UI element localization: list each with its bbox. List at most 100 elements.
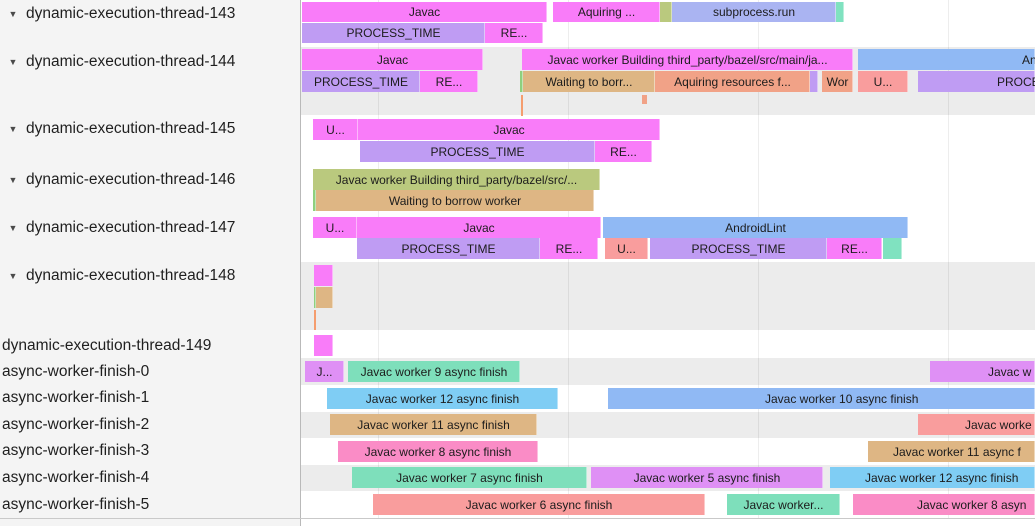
trace-slice[interactable]: PROCESS_TIME xyxy=(302,23,485,43)
slice-label: PROCESS_TIME xyxy=(313,74,409,89)
trace-slice[interactable] xyxy=(314,265,333,286)
trace-slice[interactable] xyxy=(883,238,902,259)
slice-label: Javac xyxy=(493,122,525,137)
track-row-dynamic-execution-thread-143[interactable]: ▼ dynamic-execution-thread-143 xyxy=(0,4,298,24)
slice-label: RE... xyxy=(435,74,463,89)
trace-slice[interactable]: Javac worker... xyxy=(727,494,840,515)
trace-slice[interactable]: Waiting to borrow worker xyxy=(316,190,594,211)
track-row-dynamic-execution-thread-145[interactable]: ▼ dynamic-execution-thread-145 xyxy=(0,119,298,139)
trace-slice[interactable]: Javac worker 12 async finish xyxy=(830,467,1035,488)
trace-slice[interactable]: subprocess.run xyxy=(672,2,836,22)
slice-label: subprocess.run xyxy=(712,5,796,19)
track-name-label: dynamic-execution-thread-146 xyxy=(26,171,236,188)
trace-slice[interactable] xyxy=(836,2,844,22)
trace-slice[interactable] xyxy=(810,71,818,92)
trace-slice[interactable]: U... xyxy=(605,238,648,259)
trace-slice[interactable] xyxy=(316,287,333,308)
trace-slice[interactable]: U... xyxy=(858,71,908,92)
instant-event-marker[interactable] xyxy=(642,95,647,104)
slice-label: PROCESS_TIME xyxy=(691,241,786,256)
track-row-async-worker-finish-4[interactable]: async-worker-finish-4 xyxy=(0,468,298,488)
slice-label: Javac worker 6 async finish xyxy=(465,497,613,512)
slice-label: U... xyxy=(873,74,893,89)
slice-label: Javac worker 5 async finish xyxy=(633,470,781,485)
instant-event-marker[interactable] xyxy=(521,95,523,116)
trace-slice[interactable]: Javac worker 11 async f xyxy=(868,441,1035,462)
trace-slice[interactable] xyxy=(314,335,333,356)
track-name-label: dynamic-execution-thread-149 xyxy=(2,337,212,354)
trace-slice[interactable]: PROCESS_TIME xyxy=(302,71,420,92)
slice-label: PROCESS_TIME xyxy=(997,74,1035,89)
track-row-async-worker-finish-2[interactable]: async-worker-finish-2 xyxy=(0,415,298,435)
collapse-arrow-icon[interactable]: ▼ xyxy=(8,271,18,281)
slice-label: Javac xyxy=(408,5,441,19)
trace-slice[interactable]: Javac worker 8 asyn xyxy=(853,494,1035,515)
trace-slice[interactable]: U... xyxy=(313,217,357,238)
trace-slice[interactable]: Javac worke xyxy=(918,414,1035,435)
track-name-label: dynamic-execution-thread-144 xyxy=(26,53,236,70)
trace-slice[interactable]: PROCESS_TIME xyxy=(650,238,827,259)
trace-slice[interactable]: AndroidLint xyxy=(858,49,1035,70)
trace-slice[interactable] xyxy=(314,287,316,308)
track-row-dynamic-execution-thread-146[interactable]: ▼ dynamic-execution-thread-146 xyxy=(0,170,298,190)
track-row-async-worker-finish-5[interactable]: async-worker-finish-5 xyxy=(0,495,298,515)
track-row-async-worker-finish-3[interactable]: async-worker-finish-3 xyxy=(0,441,298,461)
trace-slice[interactable]: Waiting to borr... xyxy=(523,71,655,92)
trace-slice[interactable]: RE... xyxy=(827,238,882,259)
track-row-dynamic-execution-thread-148[interactable]: ▼ dynamic-execution-thread-148 xyxy=(0,266,298,286)
trace-slice[interactable]: RE... xyxy=(595,141,652,162)
slice-label: Aquiring ... xyxy=(577,5,636,19)
trace-slice[interactable]: Javac worker 11 async finish xyxy=(330,414,537,435)
trace-slice[interactable] xyxy=(660,2,672,22)
track-row-dynamic-execution-thread-149[interactable]: dynamic-execution-thread-149 xyxy=(0,336,298,356)
timeline-bottom-divider xyxy=(0,518,1035,519)
track-row-dynamic-execution-thread-144[interactable]: ▼ dynamic-execution-thread-144 xyxy=(0,52,298,72)
trace-slice[interactable]: Javac xyxy=(357,217,601,238)
trace-slice[interactable]: AndroidLint xyxy=(603,217,908,238)
trace-slice[interactable]: Javac xyxy=(358,119,660,140)
trace-slice[interactable]: Javac worker Building third_party/bazel/… xyxy=(313,169,600,190)
slice-label: AndroidLint xyxy=(1022,52,1035,67)
trace-slice[interactable]: RE... xyxy=(420,71,478,92)
track-row-async-worker-finish-0[interactable]: async-worker-finish-0 xyxy=(0,362,298,382)
track-name-label: dynamic-execution-thread-147 xyxy=(26,219,236,236)
track-name-label: async-worker-finish-0 xyxy=(2,363,150,380)
instant-event-marker[interactable] xyxy=(314,310,316,330)
trace-slice[interactable]: Javac xyxy=(302,2,547,22)
collapse-arrow-icon[interactable]: ▼ xyxy=(8,175,18,185)
trace-slice[interactable]: Javac w xyxy=(930,361,1035,382)
trace-slice[interactable] xyxy=(313,190,316,211)
trace-slice[interactable]: Wor xyxy=(822,71,853,92)
trace-slice[interactable]: Javac worker 5 async finish xyxy=(591,467,823,488)
trace-slice[interactable]: PROCESS_TIME xyxy=(918,71,1035,92)
trace-slice[interactable]: Aquiring resources f... xyxy=(655,71,810,92)
trace-slice[interactable]: Javac xyxy=(302,49,483,70)
slice-label: Javac worker 12 async finish xyxy=(365,391,520,406)
trace-slice[interactable]: Javac worker 8 async finish xyxy=(338,441,538,462)
trace-slice[interactable]: PROCESS_TIME xyxy=(360,141,595,162)
trace-slice[interactable]: Javac worker Building third_party/bazel/… xyxy=(522,49,853,70)
slice-label: Javac w xyxy=(988,364,1032,379)
trace-slice[interactable]: PROCESS_TIME xyxy=(357,238,540,259)
collapse-arrow-icon[interactable]: ▼ xyxy=(8,223,18,233)
trace-slice[interactable]: J... xyxy=(305,361,344,382)
trace-slice[interactable]: RE... xyxy=(540,238,598,259)
collapse-arrow-icon[interactable]: ▼ xyxy=(8,124,18,134)
slice-label: Javac worker 7 async finish xyxy=(396,470,543,485)
trace-slice[interactable]: Javac worker 7 async finish xyxy=(352,467,587,488)
collapse-arrow-icon[interactable]: ▼ xyxy=(8,9,18,19)
trace-slice[interactable]: U... xyxy=(313,119,358,140)
track-row-dynamic-execution-thread-147[interactable]: ▼ dynamic-execution-thread-147 xyxy=(0,218,298,238)
trace-slice[interactable]: Javac worker 12 async finish xyxy=(327,388,558,409)
collapse-arrow-icon[interactable]: ▼ xyxy=(8,57,18,67)
track-name-label: dynamic-execution-thread-148 xyxy=(26,267,236,284)
trace-slice[interactable]: RE... xyxy=(485,23,543,43)
time-grid-line xyxy=(378,0,379,518)
trace-slice[interactable]: Aquiring ... xyxy=(553,2,660,22)
track-row-async-worker-finish-1[interactable]: async-worker-finish-1 xyxy=(0,388,298,408)
trace-slice[interactable]: Javac worker 10 async finish xyxy=(608,388,1035,409)
trace-slice[interactable] xyxy=(520,71,523,92)
trace-slice[interactable]: Javac worker 6 async finish xyxy=(373,494,705,515)
trace-slice[interactable]: Javac worker 9 async finish xyxy=(348,361,520,382)
